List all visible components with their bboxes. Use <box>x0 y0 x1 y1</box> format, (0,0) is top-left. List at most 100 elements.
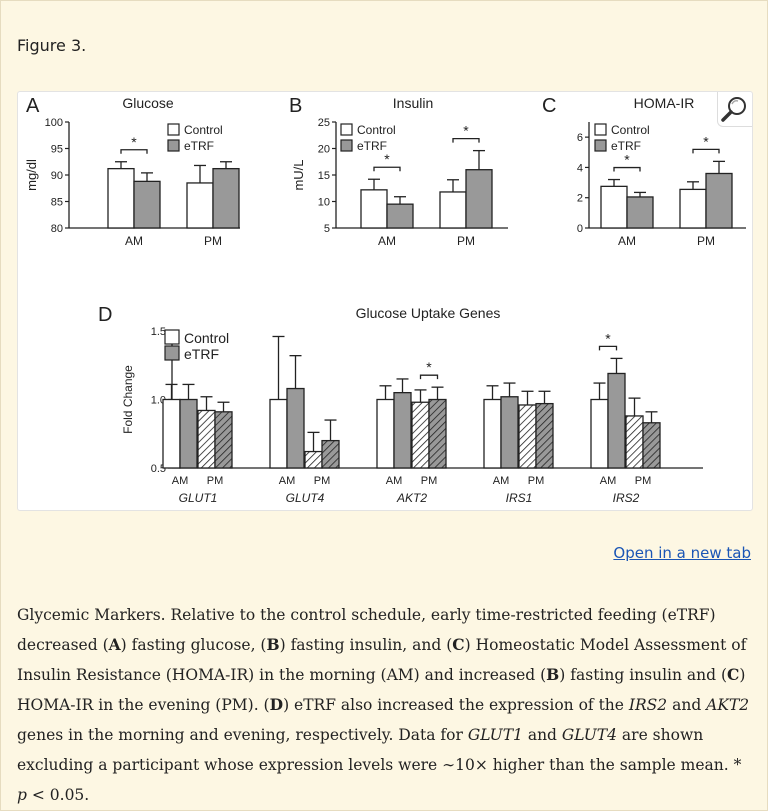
x-tick-label: AM <box>618 234 636 248</box>
open-in-new-tab-link[interactable]: Open in a new tab <box>613 544 751 562</box>
figure-charts: A B C D 80859095100Glucosemg/dlControleT… <box>24 95 746 505</box>
caption-text: are shown excluding a participant whose … <box>17 726 742 774</box>
caption-gene: AKT2 <box>706 696 750 714</box>
bar <box>625 415 644 469</box>
caption-gene: IRS2 <box>628 696 668 714</box>
legend-label: Control <box>357 123 396 137</box>
x-tick-label: PM <box>457 234 475 248</box>
significance-label: * <box>624 152 630 168</box>
chart-title: Insulin <box>393 95 433 111</box>
bar <box>186 182 214 229</box>
bar <box>483 398 502 469</box>
caption-text: and <box>522 726 562 744</box>
bar <box>439 191 467 229</box>
gene-label: IRS1 <box>506 491 533 505</box>
significance-label: * <box>426 359 432 375</box>
caption-gene: GLUT4 <box>561 726 617 744</box>
bar <box>360 189 388 229</box>
y-tick-label: 15 <box>318 170 330 182</box>
gene-label: IRS2 <box>613 491 640 505</box>
caption-text: and <box>667 696 707 714</box>
x-tick-label: AM <box>279 475 296 487</box>
significance-bracket <box>120 149 148 154</box>
caption-text: ) Homeostatic Model Assessment of Insuli… <box>17 636 747 684</box>
bar <box>590 398 609 469</box>
legend-label: eTRF <box>611 139 641 153</box>
y-tick-label: 10 <box>318 197 330 209</box>
significance-label: * <box>131 134 137 150</box>
legend-swatch <box>164 345 180 361</box>
bar <box>133 180 161 229</box>
figure-image[interactable]: A B C D 80 85 90 95 100 Glucose mg/dl Control eT… <box>17 91 753 511</box>
bar <box>179 398 198 469</box>
magnify-button[interactable] <box>717 92 752 127</box>
x-tick-label: PM <box>204 234 222 248</box>
x-tick-label: PM <box>207 475 224 487</box>
bar <box>212 167 240 229</box>
gene-label: GLUT4 <box>286 491 325 505</box>
y-tick-label: 1.5 <box>151 326 166 338</box>
chart-title: HOMA-IR <box>634 95 695 111</box>
legend-swatch <box>167 123 180 136</box>
bar <box>286 387 305 469</box>
x-tick-label: PM <box>635 475 652 487</box>
significance-label: * <box>463 123 469 139</box>
y-tick-label: 25 <box>318 117 330 129</box>
legend-label: Control <box>611 123 650 137</box>
bar <box>705 172 733 229</box>
significance-label: * <box>605 330 611 346</box>
y-tick-label: 20 <box>318 144 330 156</box>
significance-bracket <box>613 166 641 172</box>
caption-text: ) fasting insulin and ( <box>559 666 728 684</box>
caption-p: p <box>17 786 27 804</box>
y-tick-label: 90 <box>51 170 63 182</box>
panel-letter-d: D <box>98 304 112 326</box>
bar <box>642 422 661 469</box>
x-tick-label: PM <box>528 475 545 487</box>
legend-label: eTRF <box>184 346 219 362</box>
significance-bracket <box>419 374 439 380</box>
bar <box>393 391 412 469</box>
gene-label: AKT2 <box>396 491 427 505</box>
y-axis-label: mg/dl <box>24 159 39 191</box>
bar <box>600 185 628 229</box>
bar <box>376 398 395 469</box>
legend-swatch <box>167 139 180 152</box>
significance-bracket <box>373 166 401 172</box>
x-tick-label: AM <box>493 475 510 487</box>
caption-text: ) HOMA-IR in the evening (PM). ( <box>17 666 746 714</box>
y-axis-label: Fold Change <box>121 365 135 434</box>
y-tick-label: 95 <box>51 144 63 156</box>
y-tick-label: 85 <box>51 197 63 209</box>
bar <box>321 439 340 469</box>
bar <box>386 203 414 229</box>
panel-letter-a: A <box>26 95 40 117</box>
bar <box>626 196 654 229</box>
figure-caption: Glycemic Markers. Relative to the contro… <box>17 600 751 810</box>
y-tick-label: 4 <box>577 162 583 174</box>
x-tick-label: PM <box>421 475 438 487</box>
legend-swatch <box>340 123 353 136</box>
x-tick-label: AM <box>600 475 617 487</box>
bar <box>535 402 554 469</box>
caption-text: ) eTRF also increased the expression of … <box>283 696 629 714</box>
significance-bracket <box>692 148 720 154</box>
bar <box>428 398 447 469</box>
caption-ref-c: C <box>727 665 740 684</box>
x-tick-label: PM <box>697 234 715 248</box>
legend-label: eTRF <box>357 139 387 153</box>
y-tick-label: 100 <box>45 117 63 129</box>
y-tick-label: 5 <box>324 223 330 235</box>
y-tick-label: 0.5 <box>151 463 166 475</box>
x-tick-label: AM <box>172 475 189 487</box>
bar <box>107 167 135 229</box>
panel-letter-c: C <box>542 95 556 117</box>
gene-label: GLUT1 <box>179 491 218 505</box>
significance-label: * <box>703 133 709 149</box>
caption-ref-b: B <box>546 665 560 684</box>
x-tick-label: PM <box>314 475 331 487</box>
x-tick-label: AM <box>378 234 396 248</box>
bar <box>465 169 493 229</box>
significance-label: * <box>384 151 390 167</box>
x-tick-label: AM <box>386 475 403 487</box>
